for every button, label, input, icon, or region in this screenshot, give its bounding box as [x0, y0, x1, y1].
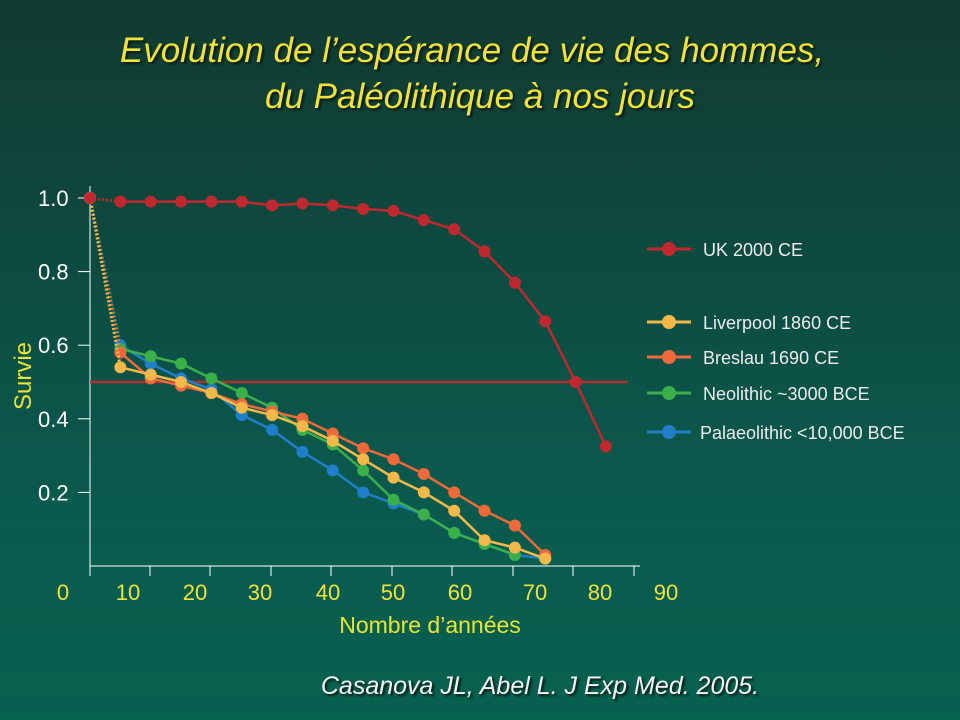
y-tick-label: 0.4 — [38, 407, 69, 432]
data-point — [205, 195, 218, 208]
data-point — [326, 464, 339, 477]
data-point — [114, 195, 127, 208]
x-tick-label: 80 — [588, 580, 612, 605]
legend-swatch-marker — [662, 315, 676, 329]
data-point — [478, 534, 491, 547]
legend-swatch-marker — [662, 386, 676, 400]
data-point — [266, 409, 279, 422]
y-tick-label: 1.0 — [38, 186, 69, 211]
data-point — [569, 376, 582, 388]
y-tick-label: 0.2 — [38, 480, 69, 505]
series-line-initial — [88, 197, 122, 368]
x-tick-label: 50 — [381, 580, 405, 605]
data-point — [387, 453, 400, 466]
data-point — [357, 453, 370, 466]
y-tick-label: 0.6 — [38, 333, 69, 358]
data-point — [266, 199, 279, 212]
data-point — [417, 508, 430, 521]
data-point — [387, 493, 400, 506]
data-point — [175, 357, 188, 370]
y-tick-label: 0.8 — [38, 260, 69, 285]
data-point — [296, 197, 309, 210]
data-point — [175, 376, 188, 388]
data-point — [508, 519, 521, 532]
data-point — [357, 464, 370, 477]
data-point — [539, 315, 552, 328]
y-axis-title: Survie — [10, 341, 37, 410]
legend-label: Liverpool 1860 CE — [703, 313, 851, 333]
data-point — [205, 387, 218, 400]
data-point — [144, 368, 157, 381]
data-point — [508, 541, 521, 554]
title-line-2: du Paléolithique à nos jours — [264, 77, 695, 116]
data-point — [448, 486, 461, 499]
slide-title: Evolution de l’espérance de vie des homm… — [0, 28, 960, 120]
data-point — [417, 468, 430, 480]
series-line — [120, 366, 546, 560]
data-point — [144, 350, 157, 363]
data-point — [417, 486, 430, 499]
data-point — [235, 401, 248, 414]
x-tick-label: 10 — [116, 580, 140, 605]
data-point — [357, 486, 370, 499]
legend-swatch-marker — [662, 350, 676, 364]
data-point — [114, 361, 127, 374]
data-point — [296, 420, 309, 433]
series-line — [120, 200, 608, 447]
data-point — [326, 434, 339, 447]
data-point — [508, 276, 521, 289]
x-tick-label: 70 — [523, 580, 547, 605]
x-tick-label: 20 — [183, 580, 207, 605]
data-point — [114, 346, 127, 359]
x-tick-label: 30 — [248, 580, 272, 605]
data-point — [205, 372, 218, 385]
data-point — [478, 245, 491, 258]
legend-label: Palaeolithic <10,000 BCE — [700, 423, 905, 443]
data-point — [175, 195, 188, 208]
x-tick-label: 40 — [316, 580, 340, 605]
data-point — [387, 471, 400, 484]
x-axis-title: Nombre d’années — [339, 612, 521, 638]
data-point — [387, 204, 400, 217]
data-point — [448, 526, 461, 539]
legend-swatch-marker — [662, 425, 676, 439]
data-point — [326, 199, 339, 212]
data-point — [599, 440, 612, 453]
data-point — [266, 423, 279, 436]
data-point — [539, 552, 552, 565]
data-point — [417, 214, 430, 227]
citation: Casanova JL, Abel L. J Exp Med. 2005. — [320, 672, 760, 700]
data-point — [478, 504, 491, 517]
data-point — [448, 504, 461, 517]
title-line-1: Evolution de l’espérance de vie des homm… — [119, 31, 825, 70]
legend-label: Breslau 1690 CE — [703, 348, 839, 368]
data-point — [357, 442, 370, 455]
x-tick-label: 0 — [57, 580, 69, 605]
data-point — [448, 223, 461, 236]
data-point — [84, 192, 96, 204]
data-point — [357, 203, 370, 216]
legend-swatch-marker — [662, 242, 676, 256]
legend-label: Neolithic ~3000 BCE — [703, 384, 870, 404]
data-point — [235, 195, 248, 208]
data-point — [235, 387, 248, 400]
data-point — [296, 445, 309, 458]
x-tick-label: 90 — [654, 580, 678, 605]
data-point — [144, 195, 157, 208]
series-line-initial — [88, 197, 122, 346]
x-tick-label: 60 — [448, 580, 472, 605]
series-line-initial — [88, 197, 122, 353]
legend-label: UK 2000 CE — [703, 240, 803, 260]
